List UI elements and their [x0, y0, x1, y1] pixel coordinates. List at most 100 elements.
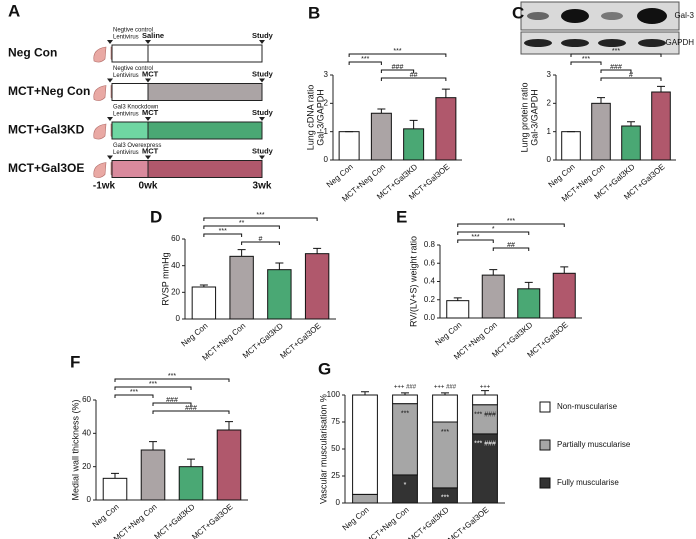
- x-tick-label: Neg Con: [341, 505, 371, 532]
- x-tick-label: MCT+Gal3KD: [407, 505, 451, 539]
- time-arrow: [107, 40, 113, 44]
- y-tick-label: 25: [331, 471, 340, 480]
- vector-label: Gal3 Overexpress: [113, 143, 161, 149]
- significance-label: ##: [507, 242, 515, 249]
- y-tick-label: 3: [324, 70, 329, 79]
- significance-bracket: [152, 402, 192, 406]
- legend-label: Non-muscularise: [557, 402, 618, 411]
- significance-label: ***: [441, 495, 449, 502]
- significance-bracket: [203, 217, 318, 221]
- timeline-segment: [111, 44, 149, 63]
- bar-segment: [352, 493, 378, 504]
- significance-label: *** ###: [474, 412, 496, 419]
- error-bar: [401, 392, 409, 395]
- significance-label: ***: [471, 234, 479, 241]
- bar-segment: [392, 394, 418, 405]
- error-bar: [597, 97, 605, 104]
- time-arrow: [259, 155, 265, 160]
- row-label: MCT+Neg Con: [8, 84, 90, 98]
- timeline-segment: [111, 160, 149, 178]
- significance-bracket: [114, 386, 192, 390]
- error-bar: [560, 266, 569, 274]
- error-bar: [453, 297, 462, 301]
- endpoint-label: Study: [252, 31, 274, 40]
- legend-swatch: [539, 401, 551, 413]
- x-tick-label: Neg Con: [180, 321, 210, 348]
- endpoint-label: Study: [252, 69, 274, 78]
- significance-bracket: [600, 77, 662, 81]
- endpoint-label: Study: [252, 146, 274, 155]
- significance-label: ###: [185, 405, 197, 412]
- bar-segment: [472, 404, 498, 435]
- significance-bracket: [203, 233, 243, 237]
- treatment-label: MCT: [142, 108, 159, 117]
- vector-label: Lentivirus: [113, 35, 139, 41]
- panel-label: E: [396, 207, 407, 226]
- vector-label: Lentivirus: [113, 150, 139, 156]
- time-arrow: [259, 78, 265, 83]
- legend-swatch: [539, 477, 551, 489]
- timeline-segment: [147, 83, 263, 101]
- time-arrow: [145, 117, 151, 121]
- error-bar: [313, 247, 322, 254]
- significance-label: ###: [610, 64, 622, 71]
- y-tick-label: 1: [547, 127, 552, 136]
- significance-label: ***: [507, 218, 515, 225]
- error-bar: [524, 281, 533, 289]
- vector-label: Gal3 Knockdown: [113, 105, 158, 111]
- time-arrow: [107, 78, 113, 83]
- significance-bracket: [380, 77, 447, 81]
- y-tick-label: 0.6: [424, 258, 436, 267]
- significance-label: ***: [361, 56, 369, 63]
- error-bar: [225, 421, 233, 430]
- vector-label: Lentivirus: [113, 112, 139, 118]
- error-bar: [489, 269, 498, 276]
- time-arrow: [145, 40, 151, 44]
- significance-label: *: [404, 482, 407, 489]
- row-label: Neg Con: [8, 46, 57, 60]
- bar: [552, 272, 576, 319]
- y-tick-label: 20: [171, 287, 180, 296]
- bar: [591, 102, 611, 161]
- treatment-label: MCT: [142, 69, 159, 78]
- y-tick-label: 0: [324, 155, 329, 164]
- significance-bracket: [570, 61, 602, 65]
- significance-label: +++ ###: [394, 385, 417, 391]
- timepoint-label: 3wk: [253, 181, 272, 192]
- error-bar: [481, 390, 489, 395]
- y-axis-title: Medial wall thickness (%): [70, 399, 80, 500]
- significance-bracket: [380, 69, 415, 73]
- significance-bracket: [457, 223, 565, 227]
- y-tick-label: 0.4: [424, 277, 436, 286]
- error-bar: [361, 391, 369, 395]
- panel-label: A: [8, 1, 20, 20]
- western-blot: [520, 1, 680, 55]
- bar: [621, 125, 641, 161]
- y-tick-label: 0.8: [424, 240, 436, 249]
- significance-label: ***: [130, 389, 138, 396]
- y-axis-title: Vascular muscularisation %: [318, 394, 328, 504]
- bar: [338, 131, 360, 161]
- significance-label: +++: [480, 385, 491, 391]
- significance-label: ###: [392, 64, 404, 71]
- bar: [191, 286, 217, 320]
- time-arrow: [145, 78, 151, 83]
- y-tick-label: 0: [547, 155, 552, 164]
- time-arrow: [259, 40, 265, 44]
- significance-label: ##: [410, 72, 418, 79]
- significance-bracket: [152, 410, 230, 414]
- bar: [216, 429, 242, 501]
- y-tick-label: 20: [82, 462, 91, 471]
- bar: [229, 255, 254, 320]
- timeline-segment: [111, 83, 149, 101]
- error-bar: [657, 85, 665, 92]
- timeline-segment: [147, 160, 263, 178]
- row-label: MCT+Gal3KD: [8, 123, 85, 137]
- x-tick-label: MCT+Gal3OE: [190, 502, 234, 539]
- bar: [446, 300, 470, 319]
- y-tick-label: 60: [171, 234, 180, 243]
- significance-bracket: [114, 394, 154, 398]
- bar: [304, 253, 330, 320]
- blot-label: Gal-3: [674, 11, 694, 20]
